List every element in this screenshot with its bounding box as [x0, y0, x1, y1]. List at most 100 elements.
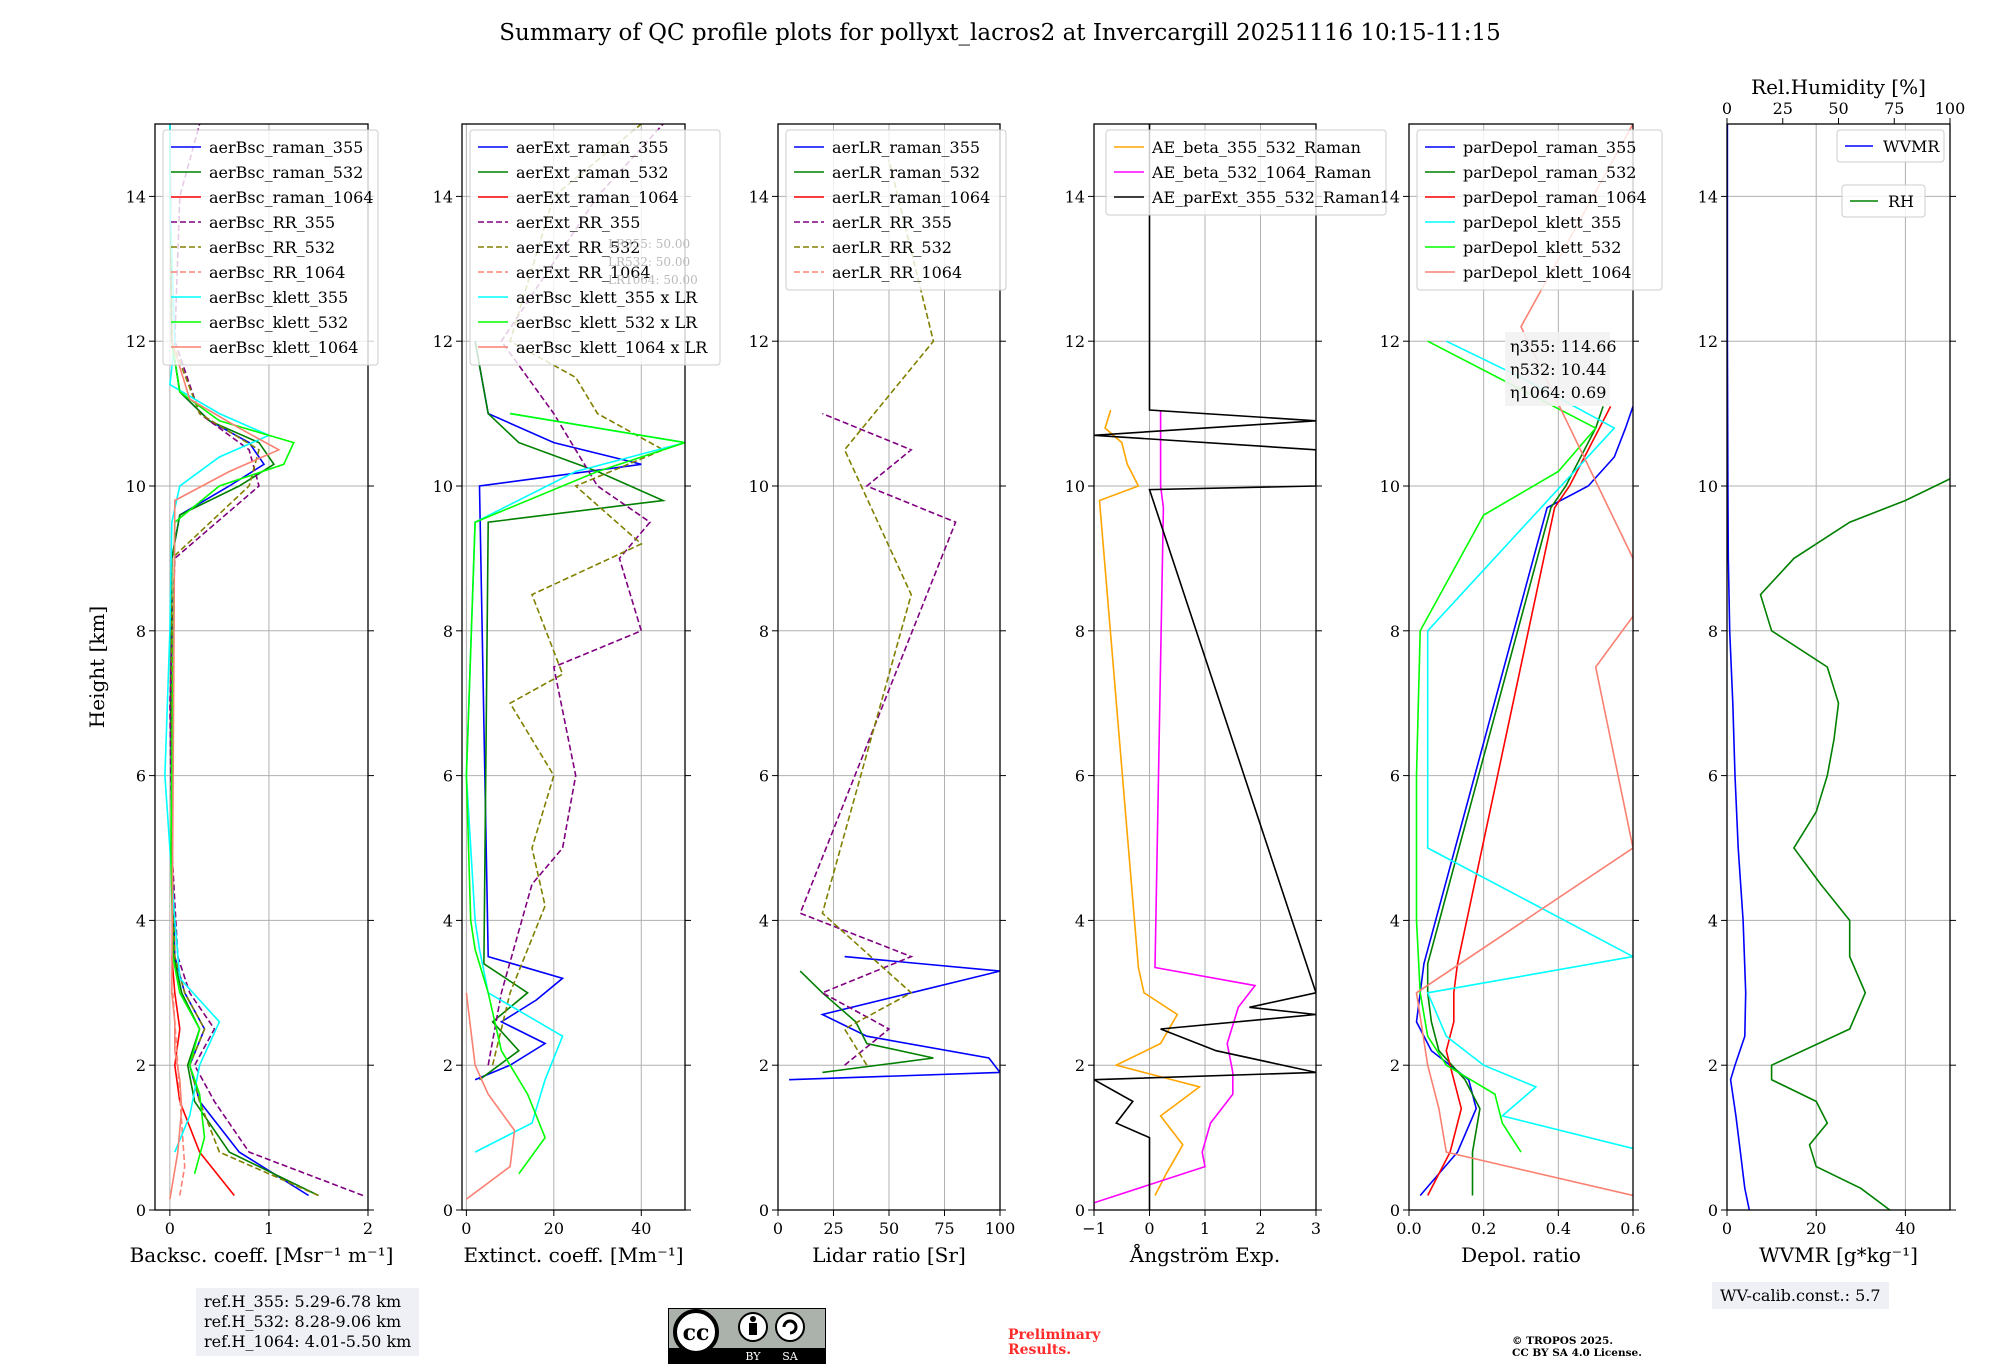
axes-frame: [154, 123, 369, 1211]
y-tick-label: 10: [126, 477, 146, 496]
y-tick-label: 0: [1075, 1201, 1085, 1220]
x-tick-label: −1: [1082, 1219, 1106, 1238]
y-tick-label: 2: [1390, 1056, 1400, 1075]
y-tick-label: 14: [1065, 187, 1085, 206]
y-tick-label: 6: [759, 767, 769, 786]
panel-wv: 0 20 40 0 2 4 6 8 10 12 14 WVMR [g*kg⁻¹] 0 25 50 75 100 R…: [1698, 75, 1966, 1267]
eta-annotation: η1064: 0.69: [1510, 383, 1606, 402]
series-aerBsc_klett_1064: [169, 340, 281, 1200]
x-tick-label: 0: [773, 1219, 783, 1238]
x-tick-label: 0.2: [1471, 1219, 1496, 1238]
legend-entry: aerBsc_klett_532: [209, 313, 348, 332]
series-WVMR: [1727, 124, 1751, 1210]
legend-entry: RH: [1888, 192, 1914, 211]
legend-box: [1836, 129, 1945, 163]
legend-entry: aerBsc_RR_355: [209, 213, 335, 232]
y-tick-label: 10: [749, 477, 769, 496]
series-aerExt_raman_355: [474, 341, 642, 1081]
y-tick-label: 2: [443, 1056, 453, 1075]
y-tick-label: 0: [136, 1201, 146, 1220]
ref-height-1064: ref.H_1064: 4.01-5.50 km: [204, 1332, 412, 1351]
legend-entry: AE_parExt_355_532_Raman: [1151, 188, 1380, 207]
x-tick-label: 25: [823, 1219, 843, 1238]
x-axis-label: Depol. ratio: [1461, 1243, 1581, 1267]
y-tick-label: 6: [443, 767, 453, 786]
lr-annotation: LR1064: 50.00: [608, 273, 698, 287]
y-tick-label: 8: [759, 622, 769, 641]
series-parDepol_raman_532: [1426, 406, 1604, 1196]
y-tick-label: 8: [1075, 622, 1085, 641]
reference-height-box: ref.H_355: 5.29-6.78 km ref.H_532: 8.28-…: [196, 1288, 420, 1356]
series-parDepol_klett_355: [1426, 340, 1633, 1150]
legend-entry: aerBsc_klett_355 x LR: [516, 288, 698, 307]
series-parDepol_raman_1064: [1426, 406, 1612, 1196]
y-tick-label: 10: [1698, 477, 1718, 496]
y-tick-label: 4: [136, 911, 146, 930]
legend-box: [785, 129, 1007, 291]
legend-entry: aerBsc_klett_355: [209, 288, 348, 307]
panel-lr: 0 25 50 75 100 0 2 4 6 8 10 12 14 Lidar ratio [Sr] aer…: [749, 123, 1015, 1267]
x2-tick-label: 100: [1935, 99, 1966, 118]
legend-box: [1841, 184, 1926, 218]
legend-box: [162, 129, 379, 366]
x-axis-label: WVMR [g*kg⁻¹]: [1759, 1243, 1918, 1267]
x-tick-label: 2: [363, 1219, 373, 1238]
y-axis-label: Height [km]: [85, 606, 109, 728]
y-tick-label: 8: [1708, 622, 1718, 641]
y-tick-label: 4: [1075, 911, 1085, 930]
x2-axis-label: Rel.Humidity [%]: [1751, 75, 1926, 99]
y-tick-label: 0: [1708, 1201, 1718, 1220]
x-tick-label: 0: [1144, 1219, 1154, 1238]
y-tick-label: 6: [1708, 767, 1718, 786]
x-tick-label: 50: [879, 1219, 899, 1238]
cc-sa-label: SA: [782, 1350, 799, 1363]
y-tick-label: 4: [1708, 911, 1718, 930]
y-tick-label: 12: [1380, 332, 1400, 351]
legend-entry: aerBsc_RR_532: [209, 238, 335, 257]
axes-frame: [1408, 123, 1634, 1211]
x-tick-label: 0.0: [1396, 1219, 1421, 1238]
series-AE_beta_355_532_Raman: [1098, 409, 1202, 1196]
copyright-line-1: © TROPOS 2025.: [1512, 1335, 1614, 1347]
x-axis-label: Backsc. coeff. [Msr⁻¹ m⁻¹]: [130, 1243, 394, 1267]
legend-entry: aerBsc_klett_532 x LR: [516, 313, 698, 332]
legend-entry: parDepol_raman_355: [1463, 138, 1636, 157]
y-tick-label: 8: [1390, 622, 1400, 641]
legend-entry: aerBsc_klett_1064 x LR: [516, 338, 708, 357]
legend-box: [1105, 129, 1387, 216]
legend-entry: WVMR: [1883, 137, 1940, 156]
legend-entry: AE_beta_532_1064_Raman: [1151, 163, 1371, 182]
x-tick-label: 0: [1722, 1219, 1732, 1238]
axes-frame: [1726, 123, 1951, 1211]
legend-entry: parDepol_klett_532: [1463, 238, 1621, 257]
legend-entry: aerExt_raman_1064: [516, 188, 679, 207]
legend-box: [1416, 129, 1663, 291]
svg-text:cc: cc: [683, 1320, 710, 1346]
eta-annotation: η355: 114.66: [1510, 337, 1617, 356]
y-tick-label: 12: [749, 332, 769, 351]
x-tick-label: 3: [1311, 1219, 1321, 1238]
legend-entry: parDepol_raman_1064: [1463, 188, 1647, 207]
y-tick-label: 12: [1065, 332, 1085, 351]
legend-entry: aerBsc_raman_532: [209, 163, 363, 182]
x-tick-label: 20: [544, 1219, 564, 1238]
copyright-line-2: CC BY SA 4.0 License.: [1512, 1347, 1642, 1359]
series-aerLR_RR_355: [799, 412, 957, 1066]
cc-by-label: BY: [745, 1350, 761, 1363]
legend-entry: parDepol_klett_1064: [1463, 263, 1632, 282]
series-aerBsc_klett_355 x LR: [465, 412, 685, 1153]
y-tick-label: 12: [1698, 332, 1718, 351]
y-tick-label: 10: [1380, 477, 1400, 496]
legend-entry: aerExt_RR_532: [516, 238, 640, 257]
x2-tick-label: 50: [1828, 99, 1848, 118]
x-tick-label: 0.6: [1620, 1219, 1645, 1238]
y-tick-label: 12: [126, 332, 146, 351]
series-aerBsc_RR_1064: [172, 992, 186, 1196]
legend-entry: aerLR_raman_355: [832, 138, 980, 157]
legend-box: [469, 129, 721, 366]
panel-ext: 0 20 40 0 2 4 6 8 10 12 14 Extinct. coeff. [Mm⁻¹] ae…: [433, 123, 721, 1267]
y-tick-label: 8: [136, 622, 146, 641]
y-tick-label: 14: [1380, 187, 1400, 206]
